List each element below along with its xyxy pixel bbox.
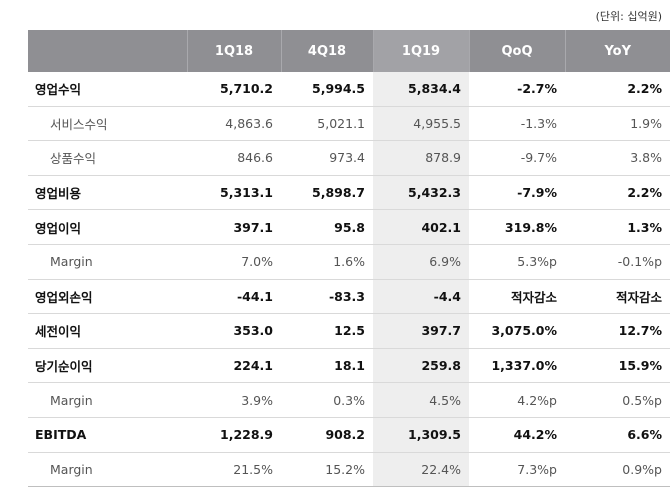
financial-table: 1Q18 4Q18 1Q19 QoQ YoY 영업수익 5,710.2 5,994.…: [28, 30, 670, 487]
cell-1q18: 4,863.6: [187, 106, 281, 142]
cell-yoy: 3.8%: [565, 140, 670, 176]
cell-1q18: -44.1: [187, 279, 281, 315]
cell-1q19: 22.4%: [373, 452, 469, 487]
cell-1q18: 5,313.1: [187, 175, 281, 211]
header-cell-1q18: 1Q18: [187, 30, 282, 72]
cell-1q19: 878.9: [373, 140, 469, 176]
table-row: 상품수익 846.6 973.4 878.9 -9.7% 3.8%: [28, 140, 670, 176]
cell-qoq: -9.7%: [469, 140, 565, 176]
cell-4q18: 908.2: [281, 417, 373, 453]
table-row: EBITDA 1,228.9 908.2 1,309.5 44.2% 6.6%: [28, 417, 670, 453]
table-row: 영업비용 5,313.1 5,898.7 5,432.3 -7.9% 2.2%: [28, 175, 670, 211]
table-row: 당기순이익 224.1 18.1 259.8 1,337.0% 15.9%: [28, 348, 670, 384]
row-label: Margin: [28, 452, 187, 487]
header-row: 1Q18 4Q18 1Q19 QoQ YoY: [28, 30, 670, 72]
row-label: 영업비용: [28, 175, 187, 211]
cell-4q18: 95.8: [281, 209, 373, 245]
cell-1q18: 1,228.9: [187, 417, 281, 453]
cell-4q18: -83.3: [281, 279, 373, 315]
cell-1q18: 846.6: [187, 140, 281, 176]
cell-1q18: 224.1: [187, 348, 281, 384]
cell-yoy: 1.3%: [565, 209, 670, 245]
cell-qoq: 5.3%p: [469, 244, 565, 280]
cell-1q18: 5,710.2: [187, 72, 281, 107]
cell-qoq: -1.3%: [469, 106, 565, 142]
row-label: Margin: [28, 382, 187, 418]
cell-4q18: 0.3%: [281, 382, 373, 418]
header-cell-qoq: QoQ: [469, 30, 566, 72]
row-label: Margin: [28, 244, 187, 280]
header-cell-yoy: YoY: [565, 30, 670, 72]
row-label: 영업수익: [28, 72, 187, 107]
cell-1q19: 4.5%: [373, 382, 469, 418]
row-label: 영업외손익: [28, 279, 187, 315]
cell-1q19: 4,955.5: [373, 106, 469, 142]
cell-4q18: 5,898.7: [281, 175, 373, 211]
cell-1q18: 397.1: [187, 209, 281, 245]
cell-1q19: 5,432.3: [373, 175, 469, 211]
cell-qoq: 적자감소: [469, 279, 565, 315]
row-label: 세전이익: [28, 313, 187, 349]
cell-1q18: 7.0%: [187, 244, 281, 280]
cell-yoy: 적자감소: [565, 279, 670, 315]
cell-1q19: 397.7: [373, 313, 469, 349]
cell-yoy: 6.6%: [565, 417, 670, 453]
cell-4q18: 15.2%: [281, 452, 373, 487]
cell-qoq: 319.8%: [469, 209, 565, 245]
cell-1q18: 3.9%: [187, 382, 281, 418]
cell-yoy: 1.9%: [565, 106, 670, 142]
cell-yoy: 0.5%p: [565, 382, 670, 418]
cell-qoq: 7.3%p: [469, 452, 565, 487]
cell-qoq: 1,337.0%: [469, 348, 565, 384]
header-cell-1q19: 1Q19: [373, 30, 470, 72]
table-row: 영업수익 5,710.2 5,994.5 5,834.4 -2.7% 2.2%: [28, 72, 670, 107]
cell-4q18: 12.5: [281, 313, 373, 349]
table-row: 영업외손익 -44.1 -83.3 -4.4 적자감소 적자감소: [28, 279, 670, 315]
cell-qoq: 4.2%p: [469, 382, 565, 418]
cell-yoy: -0.1%p: [565, 244, 670, 280]
cell-1q19: 6.9%: [373, 244, 469, 280]
cell-1q18: 21.5%: [187, 452, 281, 487]
table-row: Margin 21.5% 15.2% 22.4% 7.3%p 0.9%p: [28, 452, 670, 487]
cell-4q18: 973.4: [281, 140, 373, 176]
cell-4q18: 5,021.1: [281, 106, 373, 142]
cell-yoy: 2.2%: [565, 72, 670, 107]
cell-1q19: -4.4: [373, 279, 469, 315]
cell-1q19: 402.1: [373, 209, 469, 245]
table-row: Margin 7.0% 1.6% 6.9% 5.3%p -0.1%p: [28, 244, 670, 280]
cell-1q19: 5,834.4: [373, 72, 469, 107]
header-cell-4q18: 4Q18: [281, 30, 374, 72]
header-cell-label: [28, 30, 188, 72]
row-label: EBITDA: [28, 417, 187, 453]
unit-note: (단위: 십억원): [595, 10, 662, 23]
cell-1q18: 353.0: [187, 313, 281, 349]
row-label: 서비스수익: [28, 106, 187, 142]
cell-qoq: 44.2%: [469, 417, 565, 453]
row-label: 당기순이익: [28, 348, 187, 384]
table-row: 영업이익 397.1 95.8 402.1 319.8% 1.3%: [28, 209, 670, 245]
cell-yoy: 15.9%: [565, 348, 670, 384]
table-row: 서비스수익 4,863.6 5,021.1 4,955.5 -1.3% 1.9%: [28, 106, 670, 142]
cell-qoq: -7.9%: [469, 175, 565, 211]
cell-1q19: 259.8: [373, 348, 469, 384]
cell-4q18: 5,994.5: [281, 72, 373, 107]
row-label: 영업이익: [28, 209, 187, 245]
table-row: Margin 3.9% 0.3% 4.5% 4.2%p 0.5%p: [28, 382, 670, 418]
cell-qoq: 3,075.0%: [469, 313, 565, 349]
cell-qoq: -2.7%: [469, 72, 565, 107]
cell-yoy: 2.2%: [565, 175, 670, 211]
row-label: 상품수익: [28, 140, 187, 176]
cell-4q18: 18.1: [281, 348, 373, 384]
cell-yoy: 0.9%p: [565, 452, 670, 487]
cell-1q19: 1,309.5: [373, 417, 469, 453]
cell-4q18: 1.6%: [281, 244, 373, 280]
cell-yoy: 12.7%: [565, 313, 670, 349]
table-row: 세전이익 353.0 12.5 397.7 3,075.0% 12.7%: [28, 313, 670, 349]
